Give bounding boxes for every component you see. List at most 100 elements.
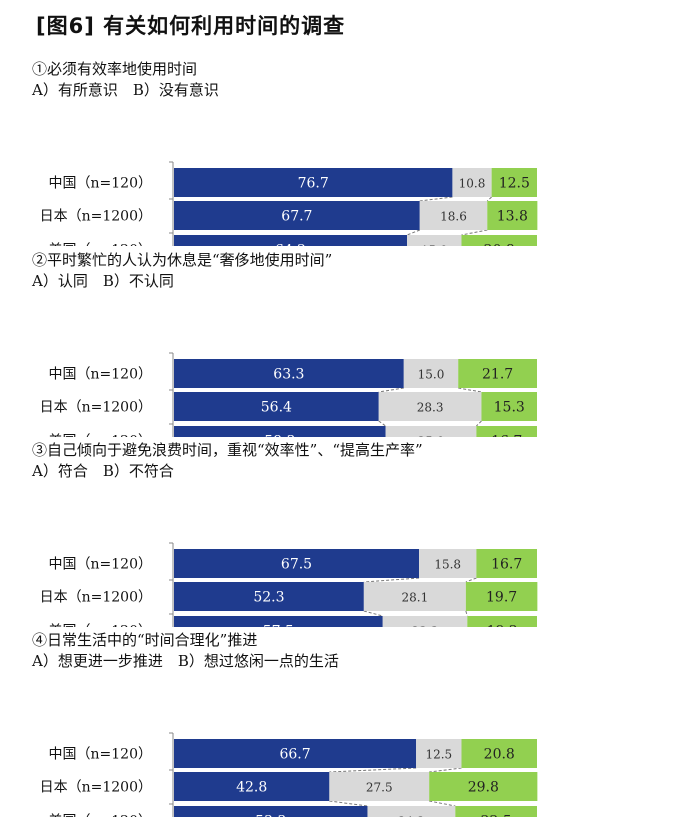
series-connector-line [329, 767, 417, 773]
data-label: 66.7 [279, 747, 310, 763]
category-label: 中国（n=120） [49, 747, 152, 763]
bar-segment-series-1 [174, 168, 453, 197]
series-connector-line [486, 196, 492, 202]
data-label: 20.8 [484, 747, 515, 763]
data-label: 64.2 [275, 243, 306, 247]
chart-panel-2: ②平时繁忙的人认为休息是“奢侈地使用时间” A）认同 B）不认同 中国（n=120）… [0, 247, 680, 437]
data-label: 25.0 [418, 435, 445, 438]
series-connector-line [461, 229, 488, 236]
series-connector-line [329, 800, 368, 807]
chart-panel-3: ③自己倾向于避免浪费时间，重视“效率性”、“提高生产率” A）符合 B）不符合 中国… [0, 437, 680, 627]
data-label: 63.3 [273, 367, 304, 383]
data-label: 57.5 [263, 624, 294, 628]
data-label: 15.0 [418, 368, 445, 382]
data-label: 67.7 [281, 209, 312, 225]
series-connector-line [429, 800, 456, 807]
question-options: A）有所意识 B）没有意识 [32, 81, 219, 99]
data-label: 28.1 [401, 591, 428, 605]
data-label: 52.3 [253, 590, 284, 606]
bar-segment-series-1 [174, 739, 417, 768]
series-connector-line [406, 229, 420, 236]
data-label: 22.5 [481, 814, 512, 818]
bar-segment-series-3 [458, 359, 537, 388]
bar-segment-series-2 [419, 549, 477, 578]
series-connector-line [465, 610, 468, 617]
data-label: 29.8 [468, 780, 499, 796]
category-label: 美国（n=120） [49, 434, 152, 438]
data-label: 15.3 [494, 400, 525, 416]
data-label: 18.6 [440, 210, 467, 224]
bar-segment-series-2 [329, 772, 430, 801]
question-title: ④日常生活中的“时间合理化”推进 [32, 631, 258, 649]
series-connector-line [378, 420, 386, 427]
stacked-bar-chart: 中国（n=120） 66.7 12.5 20.8 日本（n=1200） 42.8 27.5 2… [40, 732, 538, 818]
question-title: ②平时繁忙的人认为休息是“奢侈地使用时间” [32, 251, 333, 269]
bar-segment-series-1 [174, 772, 330, 801]
bar-segment-series-3 [465, 582, 538, 611]
data-label: 27.5 [366, 781, 393, 795]
category-label: 日本（n=1200） [40, 400, 152, 416]
series-connector-line [363, 577, 420, 583]
bar-segment-series-3 [429, 772, 538, 801]
data-label: 13.8 [497, 209, 528, 225]
data-label: 15.8 [434, 558, 461, 572]
bar-segment-series-2 [363, 582, 466, 611]
bar-segment-series-3 [481, 392, 537, 421]
data-label: 42.8 [236, 780, 267, 796]
category-label: 日本（n=1200） [40, 209, 152, 225]
bar-segment-series-1 [174, 582, 364, 611]
bar-segment-series-3 [476, 549, 537, 578]
bar-segment-series-2 [378, 392, 482, 421]
data-label: 12.5 [499, 176, 530, 192]
category-label: 中国（n=120） [49, 557, 152, 573]
series-connector-line [429, 767, 462, 773]
data-label: 58.3 [264, 434, 295, 438]
bar-segment-series-2 [416, 739, 462, 768]
question-title: ①必须有效率地使用时间 [32, 60, 198, 78]
series-connector-line [458, 387, 482, 393]
data-label: 16.7 [491, 434, 522, 438]
bar-segment-series-1 [174, 235, 408, 246]
data-label: 53.3 [255, 814, 286, 818]
series-connector-line [419, 196, 453, 202]
bar-segment-series-1 [174, 392, 379, 421]
stacked-bar-chart: 中国（n=120） 67.5 15.8 16.7 日本（n=1200） 52.3 28.1 1… [40, 542, 538, 628]
bar-segment-series-2 [385, 426, 477, 437]
data-label: 20.8 [484, 243, 515, 247]
question-options: A）认同 B）不认同 [32, 272, 174, 290]
series-connector-line [465, 577, 477, 583]
bar-segment-series-1 [174, 359, 404, 388]
data-label: 19.7 [486, 590, 517, 606]
bar-segment-series-2 [367, 806, 456, 817]
data-label: 23.3 [412, 625, 439, 628]
question-options: A）想更进一步推进 B）想过悠闲一点的生活 [32, 652, 339, 670]
data-label: 15.0 [421, 244, 448, 247]
bar-segment-series-2 [419, 201, 488, 230]
category-label: 中国（n=120） [49, 176, 152, 192]
series-connector-line [476, 420, 482, 427]
data-label: 19.2 [487, 624, 518, 628]
bar-segment-series-2 [382, 616, 468, 627]
data-label: 10.8 [459, 177, 486, 191]
bar-segment-series-3 [487, 201, 538, 230]
category-label: 美国（n=120） [49, 624, 152, 628]
category-label: 美国（n=120） [49, 814, 152, 818]
bar-segment-series-2 [407, 235, 462, 246]
bar-segment-series-3 [491, 168, 537, 197]
bar-segment-series-3 [455, 806, 537, 817]
bar-segment-series-2 [403, 359, 459, 388]
chart-panel-1: ①必须有效率地使用时间 A）有所意识 B）没有意识中国（n=120） 76.7 10.… [0, 56, 680, 246]
bar-segment-series-1 [174, 806, 368, 817]
bar-segment-series-3 [476, 426, 537, 437]
data-label: 67.5 [281, 557, 312, 573]
data-label: 28.3 [417, 401, 444, 415]
bar-segment-series-1 [174, 549, 420, 578]
series-connector-line [363, 610, 383, 617]
chart-panel-4: ④日常生活中的“时间合理化”推进 A）想更进一步推进 B）想过悠闲一点的生活中国（… [0, 627, 680, 817]
category-label: 日本（n=1200） [40, 590, 152, 606]
data-label: 12.5 [425, 748, 452, 762]
category-label: 美国（n=120） [49, 243, 152, 247]
data-label: 76.7 [298, 176, 329, 192]
bar-segment-series-2 [452, 168, 492, 197]
bar-segment-series-3 [461, 739, 537, 768]
